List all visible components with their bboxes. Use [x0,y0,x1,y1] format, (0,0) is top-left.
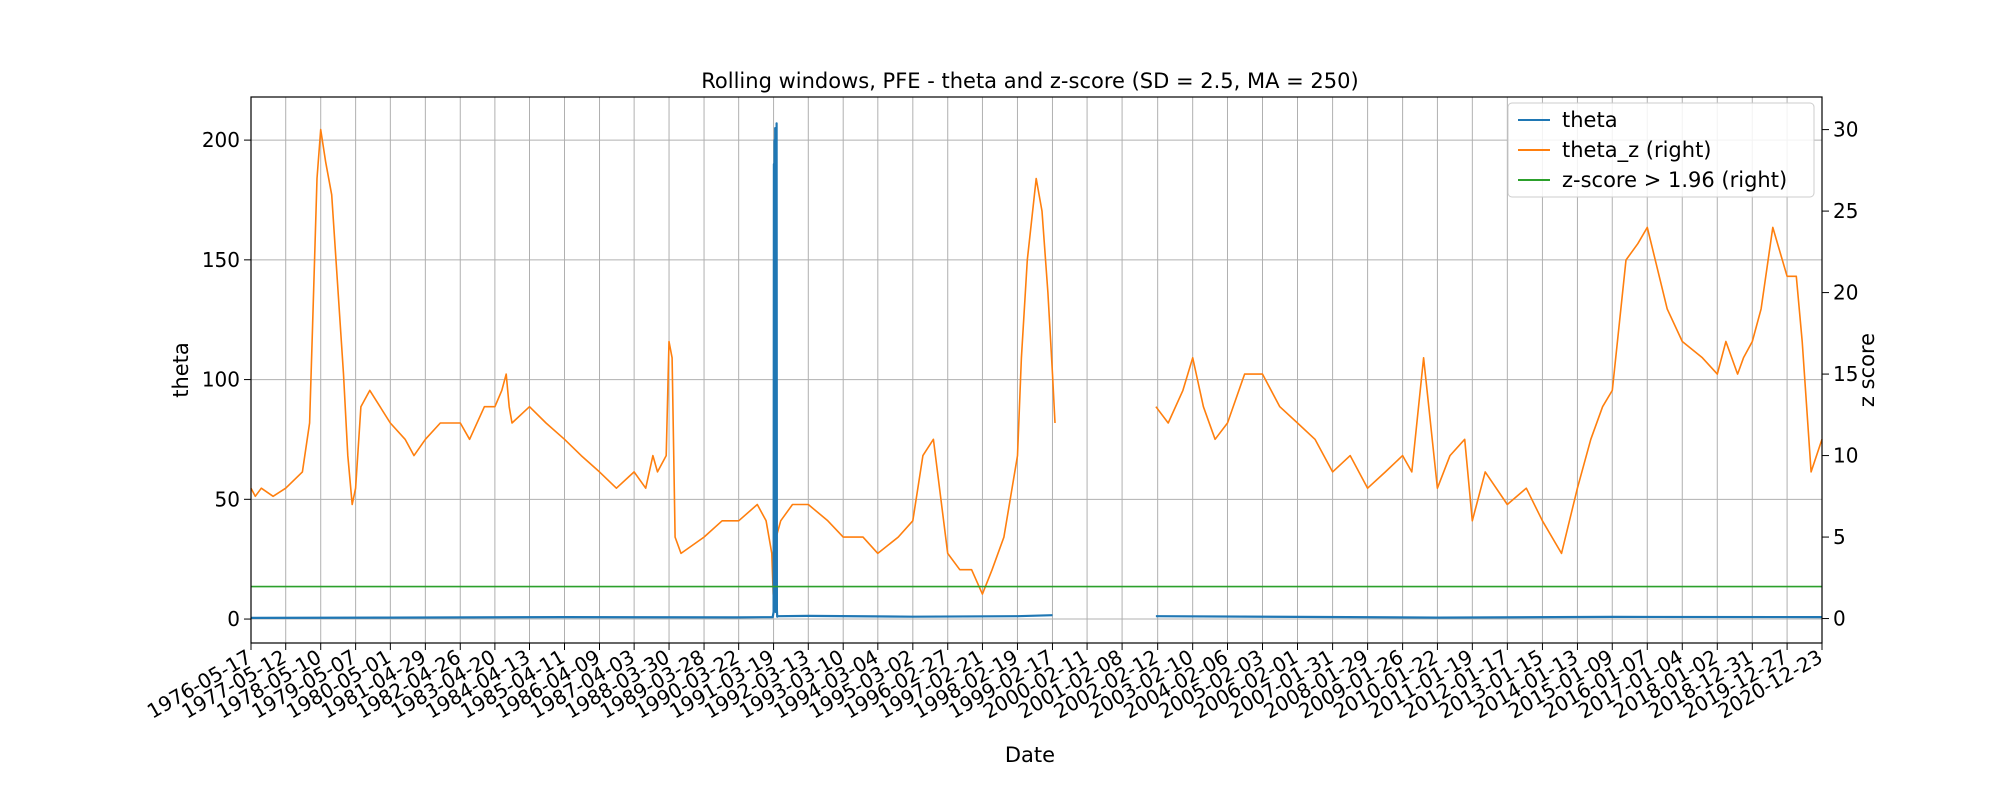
right-axis: 0 5 10 15 20 25 30 [1822,118,1858,631]
y-tick-label-left: 200 [202,128,240,152]
series-line-0 [250,122,1053,620]
y-axis-label-right: z score [1855,333,1879,407]
plot-area [250,122,1823,620]
plot-frame [250,96,1823,644]
legend-label: z-score > 1.96 (right) [1562,168,1787,192]
y-tick-label-right: 20 [1833,281,1858,305]
y-tick-label-left: 50 [215,487,240,511]
legend-box [1507,102,1815,198]
grid [250,97,1823,643]
y-tick-label-right: 15 [1833,362,1858,386]
x-axis: 1976-05-171977-05-121978-05-101979-05-07… [143,643,1827,723]
left-axis: 0 50 100 150 200 [202,128,251,631]
y-axis-label-left: theta [169,342,193,398]
y-tick-label-right: 30 [1833,118,1858,142]
chart-title: Rolling windows, PFE - theta and z-score… [701,69,1358,93]
series-line-3 [1155,226,1823,555]
legend-label: theta_z (right) [1562,138,1712,163]
legend-label: theta [1562,108,1618,132]
y-tick-label-right: 0 [1833,607,1846,631]
legend: theta theta_z (right) z-score > 1.96 (righ… [1507,102,1815,198]
x-axis-label: Date [1005,743,1055,767]
series-line-1 [1155,615,1823,619]
y-tick-label-left: 100 [202,368,240,392]
y-tick-label-right: 5 [1833,525,1846,549]
y-tick-label-right: 10 [1833,444,1858,468]
y-tick-label-left: 150 [202,248,240,272]
y-tick-label-left: 0 [227,607,240,631]
series-line-2 [250,128,1056,612]
y-tick-label-right: 25 [1833,199,1858,223]
